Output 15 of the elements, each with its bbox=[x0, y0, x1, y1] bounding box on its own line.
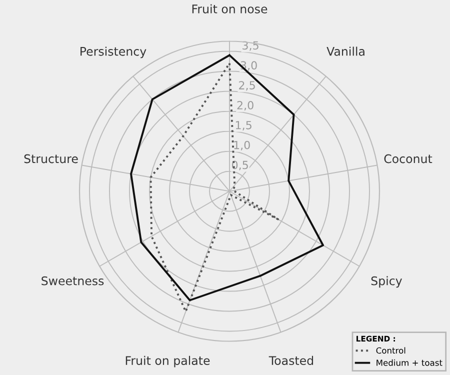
spoke-label: Coconut bbox=[384, 154, 432, 164]
spoke-label: Toasted bbox=[268, 356, 314, 365]
spoke-label: Structure bbox=[24, 154, 78, 164]
y-tick-label: 1,5 bbox=[236, 121, 252, 130]
y-tick-label: 2,0 bbox=[237, 100, 254, 111]
legend-label: Control bbox=[376, 347, 406, 354]
legend-label: Medium + toast bbox=[376, 359, 442, 366]
spoke-label: Vanilla bbox=[326, 46, 364, 56]
spoke-label: Fruit on nose bbox=[192, 4, 268, 14]
spoke-label: Spicy bbox=[371, 276, 402, 288]
y-tick-label: 2,5 bbox=[239, 81, 255, 91]
y-tick-label: 1,0 bbox=[234, 140, 250, 150]
spoke-label: Fruit on palate bbox=[126, 356, 210, 368]
spoke-label: Persistency bbox=[80, 46, 146, 58]
spoke-label: Sweetness bbox=[42, 276, 104, 286]
